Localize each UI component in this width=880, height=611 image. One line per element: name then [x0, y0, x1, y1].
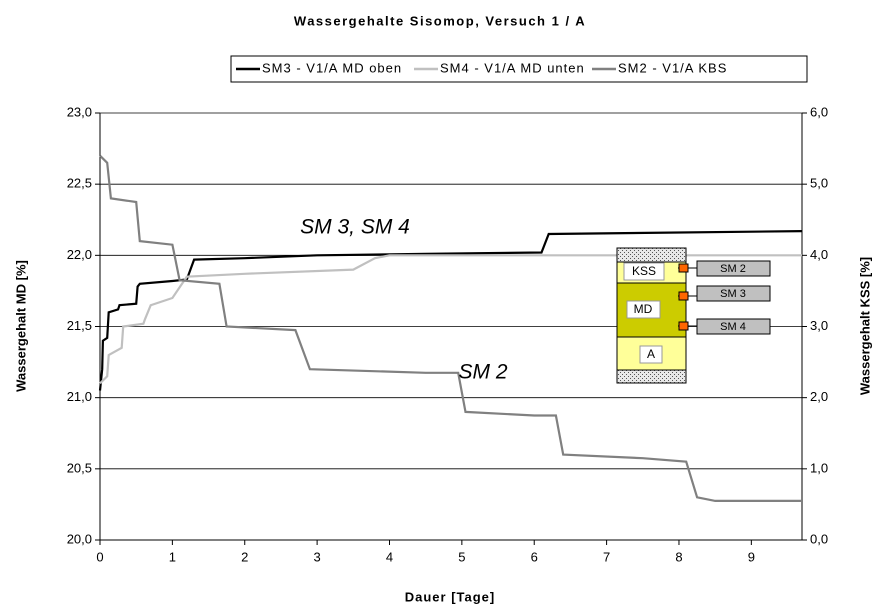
x-tick-label: 6 [531, 549, 538, 564]
y-tick-label: 21,0 [67, 389, 92, 404]
y-tick-label: 21,5 [67, 318, 92, 333]
x-tick-label: 3 [313, 549, 320, 564]
legend-label: SM4 - V1/A MD unten [440, 60, 585, 75]
legend: SM3 - V1/A MD oben SM4 - V1/A MD unten SM2… [236, 60, 727, 75]
layer [617, 248, 686, 262]
annotation: SM 2 [458, 361, 507, 384]
sensor-label: SM 3 [720, 288, 746, 300]
y2-tick-label: 0,0 [810, 531, 828, 546]
sensor [679, 264, 688, 272]
y2-tick-label: 3,0 [810, 318, 828, 333]
sensor-label: SM 4 [720, 321, 746, 333]
x-tick-label: 0 [96, 549, 103, 564]
sensor [679, 292, 688, 300]
x-tick-label: 8 [675, 549, 682, 564]
legend-label: SM3 - V1/A MD oben [262, 60, 402, 75]
layer-label: KSS [632, 264, 656, 278]
sensor-label: SM 2 [720, 263, 746, 275]
x-tick-label: 7 [603, 549, 610, 564]
x-tick-label: 9 [748, 549, 755, 564]
y-tick-label: 23,0 [67, 104, 92, 119]
x-tick-label: 2 [241, 549, 248, 564]
legend-label: SM2 - V1/A KBS [618, 60, 727, 75]
y-tick-label: 20,0 [67, 531, 92, 546]
x-tick-label: 5 [458, 549, 465, 564]
layer [617, 370, 686, 383]
y-axis-title: Wassergehalt MD [%] [13, 260, 28, 392]
chart-title: Wassergehalte Sisomop, Versuch 1 / A [294, 13, 586, 28]
y-tick-label: 22,0 [67, 247, 92, 262]
x-axis-title: Dauer [Tage] [405, 589, 496, 604]
y-tick-label: 22,5 [67, 176, 92, 191]
y2-tick-label: 5,0 [810, 176, 828, 191]
y2-tick-label: 1,0 [810, 460, 828, 475]
layer-label: A [647, 347, 655, 361]
y2-axis-title: Wassergehalt KSS [%] [857, 257, 872, 395]
sensor [679, 322, 688, 330]
annotation: SM 3, SM 4 [300, 216, 410, 239]
layer-label: MD [634, 302, 653, 316]
y2-tick-label: 2,0 [810, 389, 828, 404]
y2-tick-label: 4,0 [810, 247, 828, 262]
x-tick-label: 1 [169, 549, 176, 564]
chart: Wassergehalte Sisomop, Versuch 1 / A SM3… [0, 0, 880, 606]
y2-tick-label: 6,0 [810, 104, 828, 119]
x-tick-label: 4 [386, 549, 393, 564]
y-tick-label: 20,5 [67, 460, 92, 475]
